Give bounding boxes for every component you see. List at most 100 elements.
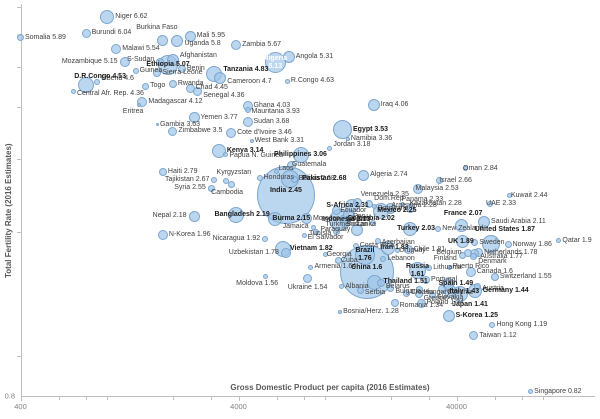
bubble-afghanistan[interactable] xyxy=(166,54,179,67)
bubble-r-congo-4-63[interactable] xyxy=(284,78,290,84)
bubble-kazakhstan-2-28[interactable] xyxy=(405,203,415,213)
bubble-namibia-3-36[interactable] xyxy=(345,136,350,141)
bubble-croatia[interactable] xyxy=(402,289,410,297)
bubble-turkey-2-03[interactable] xyxy=(403,221,418,236)
bubble-rwanda[interactable] xyxy=(168,80,177,89)
bubble-saudi-arabia-2-11[interactable] xyxy=(478,216,491,229)
bubble-tajikistan-2-67[interactable] xyxy=(211,176,218,183)
bubble-portugal[interactable] xyxy=(422,275,431,284)
bubble-el-salvador[interactable] xyxy=(301,232,307,238)
bubble-sweden[interactable] xyxy=(471,239,479,247)
bubble-d-r-congo-4-53[interactable] xyxy=(78,77,95,93)
bubble-kenya-3-14[interactable] xyxy=(211,143,226,158)
bubble-turkmenistan[interactable] xyxy=(369,219,376,226)
bubble-singapore-0-82[interactable] xyxy=(528,389,534,395)
bubble-west-bank-3-31[interactable] xyxy=(249,139,254,144)
bubble-liberia-4-6[interactable] xyxy=(94,79,101,86)
bubble-france-2-07[interactable] xyxy=(454,218,468,232)
bubble-argentina-2-28[interactable] xyxy=(385,202,397,214)
bubble-puerto-rico[interactable] xyxy=(446,264,452,270)
bubble-austria[interactable] xyxy=(474,283,482,291)
bubble-botswana[interactable] xyxy=(371,204,377,210)
bubble-lebanon[interactable] xyxy=(380,255,387,262)
bubble-iran-1-83[interactable] xyxy=(381,240,396,255)
bubble-burundi-6-04[interactable] xyxy=(81,28,91,38)
bubble-jamaica[interactable] xyxy=(310,224,316,230)
bubble-burma-2-15[interactable] xyxy=(268,211,283,226)
bubble-guatemala[interactable] xyxy=(286,160,296,170)
bubble-bosnia-herz-1-28[interactable] xyxy=(338,309,343,314)
bubble-finland[interactable] xyxy=(458,252,466,260)
bubble-chile-1-81[interactable] xyxy=(403,245,413,255)
bubble-s-sudan[interactable] xyxy=(156,57,165,66)
bubble-georgia[interactable] xyxy=(322,252,328,258)
bubble-cambodia[interactable] xyxy=(227,181,235,189)
bubble-sudan-3-68[interactable] xyxy=(242,117,253,128)
bubble-libya[interactable] xyxy=(340,214,345,220)
bubble-haiti-2-79[interactable] xyxy=(158,167,167,176)
bubble-nepal-2-18[interactable] xyxy=(188,210,200,222)
bubble-uruguay[interactable] xyxy=(395,248,401,254)
bubble-jordan-3-18[interactable] xyxy=(327,145,333,151)
bubble-israel-2-66[interactable] xyxy=(436,177,444,184)
bubble-mozambique-5-15[interactable] xyxy=(119,56,130,67)
bubble-cuba[interactable] xyxy=(334,257,342,265)
bubble-ecuador[interactable] xyxy=(332,206,342,216)
bubble-togo[interactable] xyxy=(142,82,150,90)
bubble-gambia-3-63[interactable] xyxy=(155,123,159,127)
bubble-central-afr-rep-4-36[interactable] xyxy=(70,89,76,95)
bubble-mauritania-3-93[interactable] xyxy=(244,107,251,114)
bubble-sri-lanka[interactable] xyxy=(340,218,350,228)
bubble-s-korea-1-25[interactable] xyxy=(442,309,455,322)
bubble-niger-6-62[interactable] xyxy=(100,9,115,24)
bubble-algeria-2-74[interactable] xyxy=(358,169,370,181)
bubble-zambia-5-67[interactable] xyxy=(231,39,242,50)
bubble-mali-5-95[interactable] xyxy=(184,30,196,42)
bubble-azerbaijan[interactable] xyxy=(374,237,381,244)
bubble-somalia-5-89[interactable] xyxy=(17,34,24,42)
bubble-kuwait-2-44[interactable] xyxy=(506,193,512,199)
bubble-papua-n-guinea[interactable] xyxy=(223,151,229,157)
bubble-armenia-1-64[interactable] xyxy=(308,264,314,270)
bubble-senegal-4-36[interactable] xyxy=(193,87,203,97)
bubble-iraq-4-06[interactable] xyxy=(367,98,380,111)
bubble-poland-1-34[interactable] xyxy=(416,298,426,308)
bubble-laos[interactable] xyxy=(274,168,280,174)
bubble-canada-1-6[interactable] xyxy=(465,266,476,277)
bubble-honduras[interactable] xyxy=(256,174,263,181)
bubble-egypt-3-53[interactable] xyxy=(333,120,352,140)
bubble-cote-d-ivoire-3-46[interactable] xyxy=(226,128,237,139)
bubble-nigeria-5-13[interactable] xyxy=(264,52,286,74)
bubble-belarus[interactable] xyxy=(376,279,385,288)
bubble-philippines-3-06[interactable] xyxy=(292,147,309,164)
bubble-sierra-leone[interactable] xyxy=(153,68,162,77)
bubble-benin[interactable] xyxy=(177,65,186,74)
bubble-czechia[interactable] xyxy=(438,285,447,294)
bubble-yemen-3-77[interactable] xyxy=(188,112,200,124)
bubble-guinea[interactable] xyxy=(132,67,139,74)
bubble-uzbekistan-1-78[interactable] xyxy=(280,247,291,258)
bubble-united-states-1-87[interactable] xyxy=(481,234,500,253)
bubble-angola-5-31[interactable] xyxy=(282,50,295,63)
bubble-bangladesh-2-19[interactable] xyxy=(228,207,245,224)
bubble-nicaragua-1-92[interactable] xyxy=(262,235,269,242)
bubble-serbia[interactable] xyxy=(356,287,364,295)
bubble-taiwan-1-12[interactable] xyxy=(469,331,479,341)
bubble-malaysia-2-53[interactable] xyxy=(412,184,423,195)
bubble-lithuania[interactable] xyxy=(426,265,433,272)
bubble-switzerland-1-55[interactable] xyxy=(490,273,499,282)
bubble-pakistan-2-68[interactable] xyxy=(281,170,300,189)
bubble-paraguay[interactable] xyxy=(313,228,320,235)
bubble-albania[interactable] xyxy=(339,284,345,290)
bubble-costa-rica[interactable] xyxy=(352,242,359,249)
bubble-moldova-1-56[interactable] xyxy=(262,273,268,279)
bubble-panama-2-33[interactable] xyxy=(399,201,405,207)
bubble-qatar-1-9[interactable] xyxy=(556,238,562,244)
bubble-hong-kong-1-19[interactable] xyxy=(489,321,496,328)
bubble-russia-1-61[interactable] xyxy=(409,262,427,280)
bubble-brazil-1-76[interactable] xyxy=(354,244,375,265)
bubble-ukraine-1-54[interactable] xyxy=(303,274,313,284)
bubble-cameroon-4-7[interactable] xyxy=(214,72,227,85)
bubble-hungary[interactable] xyxy=(415,285,423,293)
bubble-new-zealand[interactable] xyxy=(435,225,442,232)
